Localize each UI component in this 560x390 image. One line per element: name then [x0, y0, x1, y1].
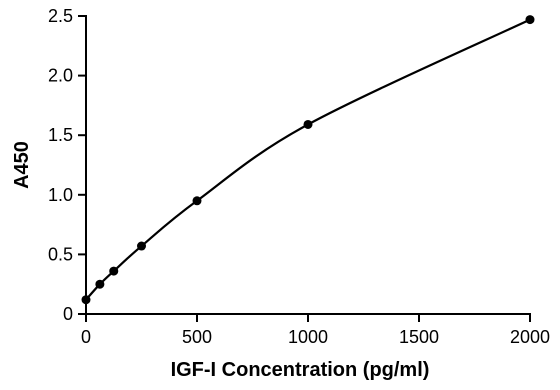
y-tick-label: 1.0: [48, 185, 73, 205]
y-axis-title: A450: [11, 141, 33, 189]
fit-curve: [85, 18, 531, 301]
data-point: [525, 15, 535, 25]
data-point: [137, 241, 146, 251]
data-point: [81, 295, 91, 305]
data-point: [303, 119, 313, 129]
x-tick-label: 2000: [510, 327, 550, 347]
y-tick-label: 1.5: [48, 125, 73, 145]
data-points-layer: [81, 15, 535, 305]
fit-curve-layer: [85, 18, 531, 301]
y-tick-label: 2.0: [48, 66, 73, 86]
x-tick-label: 500: [182, 327, 212, 347]
y-tick-label: 0.5: [48, 244, 73, 264]
axes: 0 0.5 1.0 1.5 2.0 2.5 0 500 1000 1500 2000: [48, 6, 550, 347]
x-tick-label: 1500: [399, 327, 439, 347]
x-tick-label: 1000: [288, 327, 328, 347]
x-tick-label: 0: [81, 327, 91, 347]
y-tick-label: 0: [63, 304, 73, 324]
data-point: [109, 266, 119, 276]
y-tick-label: 2.5: [48, 6, 73, 26]
data-point: [95, 279, 105, 289]
data-point: [192, 196, 202, 206]
x-axis-title: IGF-I Concentration (pg/ml): [171, 359, 430, 381]
